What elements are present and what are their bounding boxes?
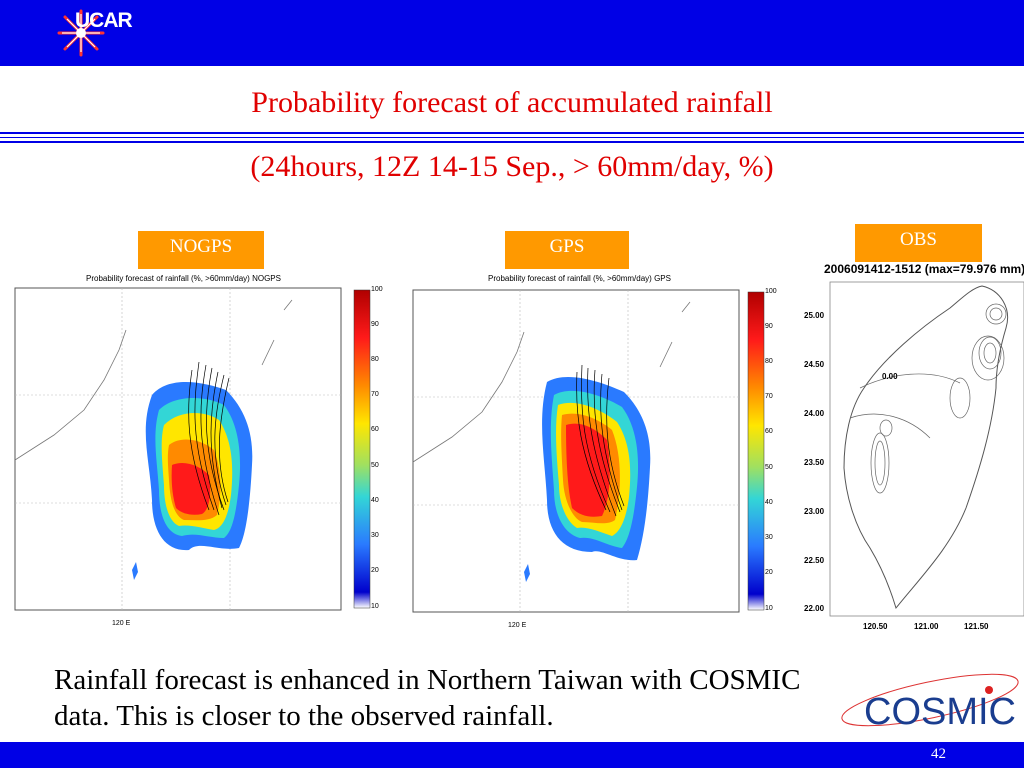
colorbar-tick: 90	[765, 323, 773, 330]
colorbar-tick: 20	[765, 569, 773, 576]
bottom-banner: 42	[0, 742, 1024, 768]
colorbar-tick: 70	[371, 391, 379, 398]
nogps-forecast-map: Probability forecast of rainfall (%, >60…	[14, 270, 394, 640]
obs-ytick: 25.00	[804, 311, 825, 320]
obs-ytick: 24.00	[804, 409, 825, 418]
colorbar-tick: 60	[765, 428, 773, 435]
colorbar-tick: 10	[371, 603, 379, 610]
nogps-map-graphic	[14, 287, 371, 611]
colorbar-tick: 50	[765, 464, 773, 471]
colorbar-tick: 50	[371, 462, 379, 469]
cosmic-logo-text: COSMIC	[864, 691, 1016, 733]
page-number: 42	[931, 746, 946, 762]
colorbar-tick: 90	[371, 321, 379, 328]
gps-map-graphic	[412, 289, 765, 613]
cosmic-logo-icon: COSMIC	[841, 673, 1019, 733]
obs-xtick: 121.00	[914, 622, 939, 631]
obs-rainfall-map: 0.00 25.00 24.50 24.00 23.50 23.00 22.50…	[800, 278, 1024, 638]
colorbar-tick: 100	[765, 288, 777, 295]
obs-ytick: 23.50	[804, 458, 825, 467]
gps-forecast-map: Probability forecast of rainfall (%, >60…	[412, 270, 792, 640]
colorbar-tick: 40	[765, 499, 773, 506]
title-divider-thin	[0, 137, 1024, 138]
colorbar-tick: 40	[371, 497, 379, 504]
ucar-logo-text: UCAR	[75, 9, 133, 32]
title-divider	[0, 132, 1024, 134]
colorbar-tick: 10	[765, 605, 773, 612]
obs-map-graphic	[829, 281, 1024, 617]
obs-ytick: 22.00	[804, 604, 825, 613]
obs-xtick: 120.50	[863, 622, 888, 631]
colorbar-tick: 20	[371, 567, 379, 574]
gps-xlabel: 120 E	[508, 622, 527, 629]
nogps-map-title: Probability forecast of rainfall (%, >60…	[86, 274, 281, 283]
obs-ytick: 23.00	[804, 507, 825, 516]
conclusion-text: Rainfall forecast is enhanced in Norther…	[54, 664, 801, 732]
obs-label: OBS	[855, 224, 982, 262]
colorbar-tick: 100	[371, 286, 383, 293]
colorbar-tick: 30	[371, 532, 379, 539]
colorbar-tick: 60	[371, 426, 379, 433]
colorbar-tick: 70	[765, 393, 773, 400]
obs-xtick: 121.50	[964, 622, 989, 631]
slide-title: Probability forecast of accumulated rain…	[251, 86, 773, 119]
colorbar-tick: 80	[765, 358, 773, 365]
obs-ytick: 22.50	[804, 556, 825, 565]
gps-map-title: Probability forecast of rainfall (%, >60…	[488, 274, 671, 283]
colorbar-tick: 80	[371, 356, 379, 363]
gps-label: GPS	[505, 231, 629, 269]
slide-subtitle: (24hours, 12Z 14-15 Sep., > 60mm/day, %)	[250, 150, 774, 183]
top-banner: UCAR	[0, 0, 1024, 66]
title-divider-2	[0, 141, 1024, 143]
colorbar-tick: 30	[765, 534, 773, 541]
nogps-xlabel: 120 E	[112, 620, 131, 627]
nogps-label: NOGPS	[138, 231, 264, 269]
ucar-star-logo-icon	[57, 9, 105, 57]
obs-ytick: 24.50	[804, 360, 825, 369]
obs-contour-label: 0.00	[882, 372, 898, 381]
obs-map-header: 2006091412-1512 (max=79.976 mm)	[824, 262, 1024, 276]
